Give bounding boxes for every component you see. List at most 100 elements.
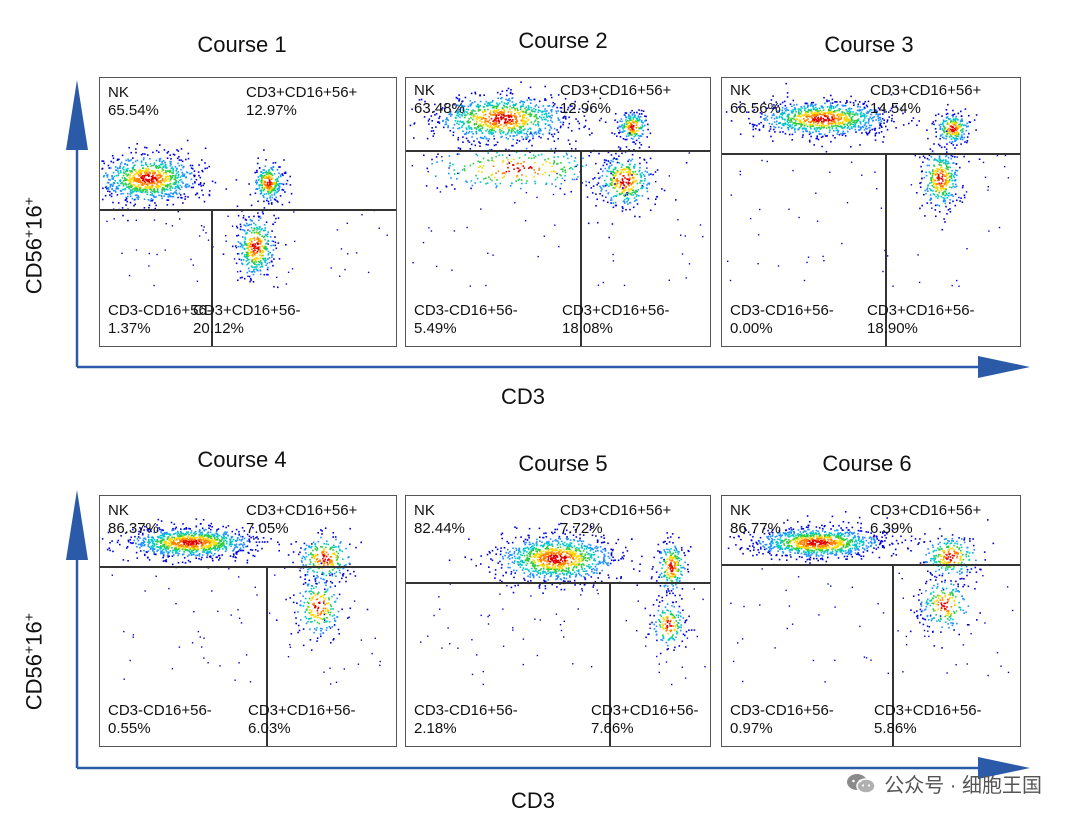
event-dot [261,235,263,238]
event-dot [766,115,769,118]
event-dot [787,113,789,116]
event-dot [854,124,856,127]
event-dot [890,107,893,110]
event-dot [503,111,505,114]
event-dot [275,217,277,220]
event-dot [550,119,552,122]
event-dot [123,172,125,175]
event-dot [827,122,830,125]
cell-population [101,139,238,222]
event-dot [479,109,482,111]
event-dot [111,184,114,187]
event-dot [851,119,854,121]
event-dot [625,112,628,114]
event-dot [140,161,143,164]
event-dot [752,128,754,131]
event-dot [945,148,948,151]
event-dot [550,110,553,113]
event-dot [607,151,610,154]
event-dot [938,182,940,185]
event-dot [538,127,541,130]
event-dot [949,128,952,131]
event-dot [937,113,940,115]
event-dot [860,115,863,117]
event-dot [553,127,556,130]
event-dot [822,125,825,127]
event-dot [619,131,621,134]
event-dot [266,248,268,250]
event-dot [966,136,969,138]
event-dot [158,180,161,183]
event-dot [252,262,255,265]
event-dot [505,98,507,101]
event-dot [533,115,536,118]
event-dot [107,190,109,192]
event-dot [475,131,478,134]
event-dot [510,130,513,133]
event-dot [849,128,851,130]
event-dot [484,177,487,179]
event-dot [560,107,563,109]
event-dot [931,207,933,209]
event-dot [173,178,176,181]
event-dot [166,152,169,154]
event-dot [479,116,482,118]
event-dot [945,109,948,111]
event-dot [252,270,255,272]
event-dot [823,126,826,129]
event-dot [499,131,501,133]
event-dot [287,271,290,273]
event-dot [928,158,930,161]
event-dot [447,126,449,128]
event-dot [817,114,819,117]
event-dot [921,204,923,207]
event-dot [264,260,266,262]
event-dot [523,129,525,131]
event-dot [632,131,635,134]
event-dot [610,179,612,181]
event-dot [788,208,790,210]
event-dot [810,117,813,119]
event-dot [626,122,629,124]
event-dot [107,188,110,190]
event-dot [109,194,111,196]
event-dot [950,155,952,157]
event-dot [941,184,943,187]
event-dot [786,123,789,126]
event-dot [502,111,504,114]
event-dot [852,126,855,128]
event-dot [494,131,497,133]
event-dot [950,135,953,138]
event-dot [446,117,448,119]
event-dot [355,252,358,254]
event-dot [173,154,176,156]
event-dot [255,183,258,185]
event-dot [529,139,531,142]
event-dot [128,146,130,149]
event-dot [477,160,479,163]
quadrant-label-upper-right: CD3+CD16+56+ 12.96% [560,82,671,118]
event-dot [249,252,251,254]
event-dot [465,137,468,140]
event-dot [461,126,463,128]
event-dot [969,121,971,124]
event-dot [261,187,263,189]
event-dot [527,105,530,107]
event-dot [954,193,957,195]
event-dot [496,126,498,128]
event-dot [161,191,163,194]
event-dot [284,171,287,174]
event-dot [507,102,510,104]
event-dot [630,126,633,129]
event-dot [635,121,637,124]
event-dot [787,128,790,131]
event-dot [135,219,137,221]
event-dot [601,175,604,177]
event-dot [806,112,808,114]
event-dot [161,546,163,548]
event-dot [254,249,256,251]
event-dot [935,114,937,117]
event-dot [517,125,519,128]
event-dot [525,175,527,178]
event-dot [494,123,497,125]
